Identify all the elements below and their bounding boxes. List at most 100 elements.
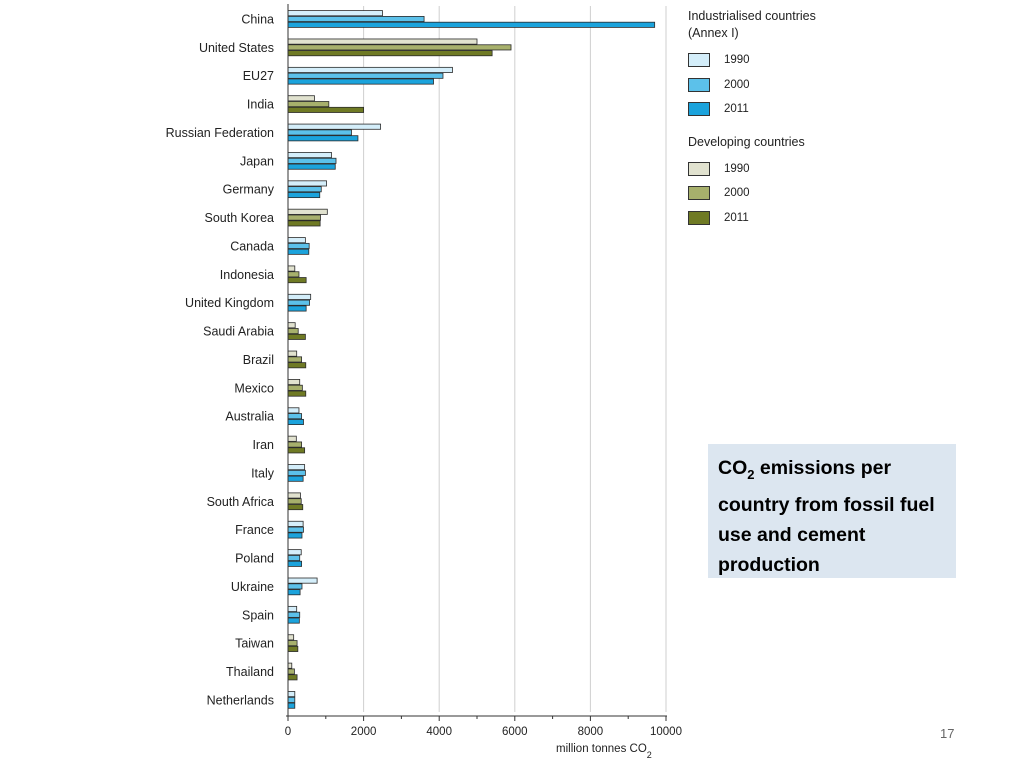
bar-ukraine-1990 (287, 577, 318, 584)
bar-netherlands-1990 (287, 691, 296, 698)
bar-mexico-1990 (287, 379, 301, 386)
legend-item-developing-1990: 1990 (688, 157, 868, 182)
bar-taiwan-2000 (287, 640, 298, 647)
bar-spain-1990 (287, 605, 298, 612)
category-label: United States (199, 41, 274, 55)
bar-indonesia-2000 (287, 271, 300, 278)
bar-spain-2000 (287, 611, 301, 618)
legend-label: 1990 (724, 54, 750, 67)
x-axis: 0 2000 4000 6000 8000 10000 (285, 4, 682, 738)
chart-legend: Industrialised countries (Annex I) 1990 … (688, 8, 868, 230)
bar-south-africa-2000 (287, 498, 302, 505)
bar-india-1990 (287, 95, 315, 102)
bar-saudi-arabia-2011 (287, 333, 306, 340)
x-axis-label-main: million tonnes CO (556, 743, 647, 755)
bar-italy-2011 (287, 475, 304, 482)
category-label: Germany (223, 183, 275, 197)
x-tick-label: 0 (285, 726, 291, 738)
legend-swatch (688, 210, 710, 225)
bar-taiwan-2011 (287, 645, 299, 652)
category-label: Russian Federation (166, 126, 274, 140)
bar-mexico-2011 (287, 390, 307, 397)
category-label: Japan (240, 154, 274, 168)
bar-canada-1990 (287, 237, 306, 244)
legend-label: 2000 (724, 78, 750, 91)
caption-text: emissions per country from fossil fuel u… (718, 457, 935, 576)
bar-south-korea-1990 (287, 208, 328, 215)
legend-item-industrialised-2000: 2000 (688, 73, 868, 98)
bar-indonesia-1990 (287, 265, 296, 272)
bar-eu27-2011 (287, 78, 434, 85)
category-label: Iran (252, 438, 274, 452)
bar-united-kingdom-1990 (287, 293, 312, 300)
bar-brazil-2011 (287, 362, 307, 369)
bar-canada-2011 (287, 248, 310, 255)
bar-south-africa-1990 (287, 492, 301, 499)
bar-netherlands-2011 (287, 702, 296, 709)
legend-swatch (688, 77, 710, 92)
category-label: EU27 (243, 69, 274, 83)
x-axis-label: million tonnes CO2 (556, 743, 652, 760)
bar-thailand-2000 (287, 668, 295, 675)
bar-iran-1990 (287, 435, 297, 442)
legend-title-industrialised: Industrialised countries (Annex I) (688, 9, 816, 40)
legend-item-developing-2000: 2000 (688, 181, 868, 206)
legend-title-developing: Developing countries (688, 134, 805, 149)
bar-spain-2011 (287, 617, 300, 624)
bar-south-africa-2011 (287, 504, 304, 511)
bar-china-1990 (287, 10, 383, 17)
bar-russian-federation-1990 (287, 123, 382, 130)
x-tick-label: 6000 (502, 726, 528, 738)
category-label: France (235, 523, 274, 537)
category-label: Ukraine (231, 580, 274, 594)
legend-swatch (688, 102, 710, 117)
category-label: South Korea (205, 211, 275, 225)
bar-china-2000 (287, 15, 425, 22)
bar-united-states-2000 (287, 44, 512, 51)
bar-canada-2000 (287, 242, 310, 249)
category-label: South Africa (207, 495, 274, 509)
legend-swatch (688, 161, 710, 176)
x-tick-label: 2000 (351, 726, 377, 738)
category-label: Spain (242, 608, 274, 622)
bar-iran-2000 (287, 441, 303, 448)
bar-china-2011 (287, 21, 656, 28)
bar-brazil-2000 (287, 356, 303, 363)
bar-russian-federation-2000 (287, 129, 352, 136)
bar-india-2011 (287, 106, 364, 113)
category-label: Netherlands (207, 693, 274, 707)
bar-italy-2000 (287, 469, 306, 476)
category-label: United Kingdom (185, 296, 274, 310)
bar-russian-federation-2011 (287, 135, 359, 142)
category-label: Canada (230, 239, 274, 253)
category-label: Taiwan (235, 637, 274, 651)
category-label: Poland (235, 552, 274, 566)
category-label: India (247, 98, 274, 112)
bar-brazil-1990 (287, 350, 298, 357)
bar-poland-1990 (287, 549, 302, 556)
legend-item-industrialised-2011: 2011 (688, 97, 868, 122)
bar-saudi-arabia-1990 (287, 322, 296, 329)
bar-japan-1990 (287, 152, 332, 159)
bar-eu27-2000 (287, 72, 444, 79)
bar-taiwan-1990 (287, 634, 295, 641)
caption-box: CO2 emissions per country from fossil fu… (708, 444, 956, 578)
bar-indonesia-2011 (287, 277, 307, 284)
x-axis-label-subscript: 2 (647, 750, 652, 760)
category-label: Australia (225, 410, 274, 424)
chart-gridlines (363, 6, 667, 712)
bar-australia-1990 (287, 407, 300, 414)
bar-poland-2011 (287, 560, 303, 567)
legend-item-developing-2011: 2011 (688, 206, 868, 231)
bar-united-states-1990 (287, 38, 478, 45)
legend-label: 2011 (724, 103, 749, 116)
category-label: Indonesia (220, 268, 274, 282)
bar-france-2011 (287, 532, 303, 539)
bar-ukraine-2000 (287, 583, 303, 590)
page-number: 17 (940, 726, 955, 741)
bar-japan-2011 (287, 163, 336, 170)
category-label: Saudi Arabia (203, 325, 274, 339)
bar-germany-1990 (287, 180, 327, 187)
bar-japan-2000 (287, 157, 337, 164)
